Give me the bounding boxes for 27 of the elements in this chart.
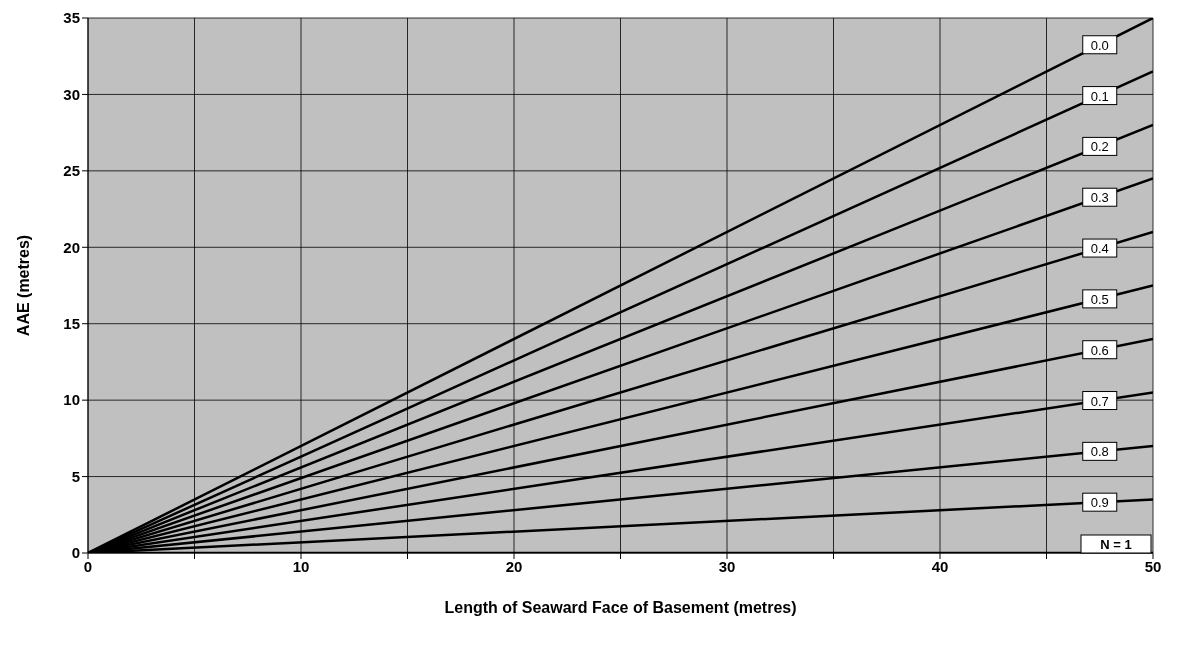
- series-label: 0.2: [1090, 139, 1109, 155]
- x-tick-label: 10: [292, 557, 310, 575]
- series-label: 0.1: [1090, 88, 1109, 104]
- series-label: 0.5: [1090, 291, 1109, 307]
- y-tick-label: 0: [71, 544, 80, 562]
- series-label: 0.8: [1090, 444, 1109, 460]
- x-axis-title: Length of Seaward Face of Basement (metres): [444, 599, 797, 616]
- series-label: 0.4: [1090, 241, 1109, 257]
- x-tick-label: 20: [505, 557, 523, 575]
- y-tick-label: 35: [63, 9, 80, 27]
- y-tick-label: 5: [71, 467, 80, 485]
- x-tick-label: 40: [931, 557, 949, 575]
- series-label: 0.6: [1090, 342, 1109, 358]
- y-tick-label: 20: [63, 238, 80, 256]
- series-label: 0.0: [1090, 37, 1109, 53]
- x-tick-label: 50: [1144, 557, 1162, 575]
- series-label: N = 1: [1100, 537, 1132, 552]
- y-axis-title: AAE (metres): [14, 234, 32, 337]
- series-label: 0.7: [1090, 393, 1109, 409]
- x-tick-label: 30: [718, 557, 736, 575]
- series-label: 0.9: [1090, 495, 1109, 511]
- series-label: 0.3: [1090, 190, 1109, 206]
- x-tick-label: 0: [83, 557, 93, 575]
- y-tick-label: 25: [63, 162, 80, 180]
- y-tick-label: 15: [63, 315, 80, 333]
- y-tick-label: 30: [63, 85, 80, 103]
- y-tick-label: 10: [63, 391, 80, 409]
